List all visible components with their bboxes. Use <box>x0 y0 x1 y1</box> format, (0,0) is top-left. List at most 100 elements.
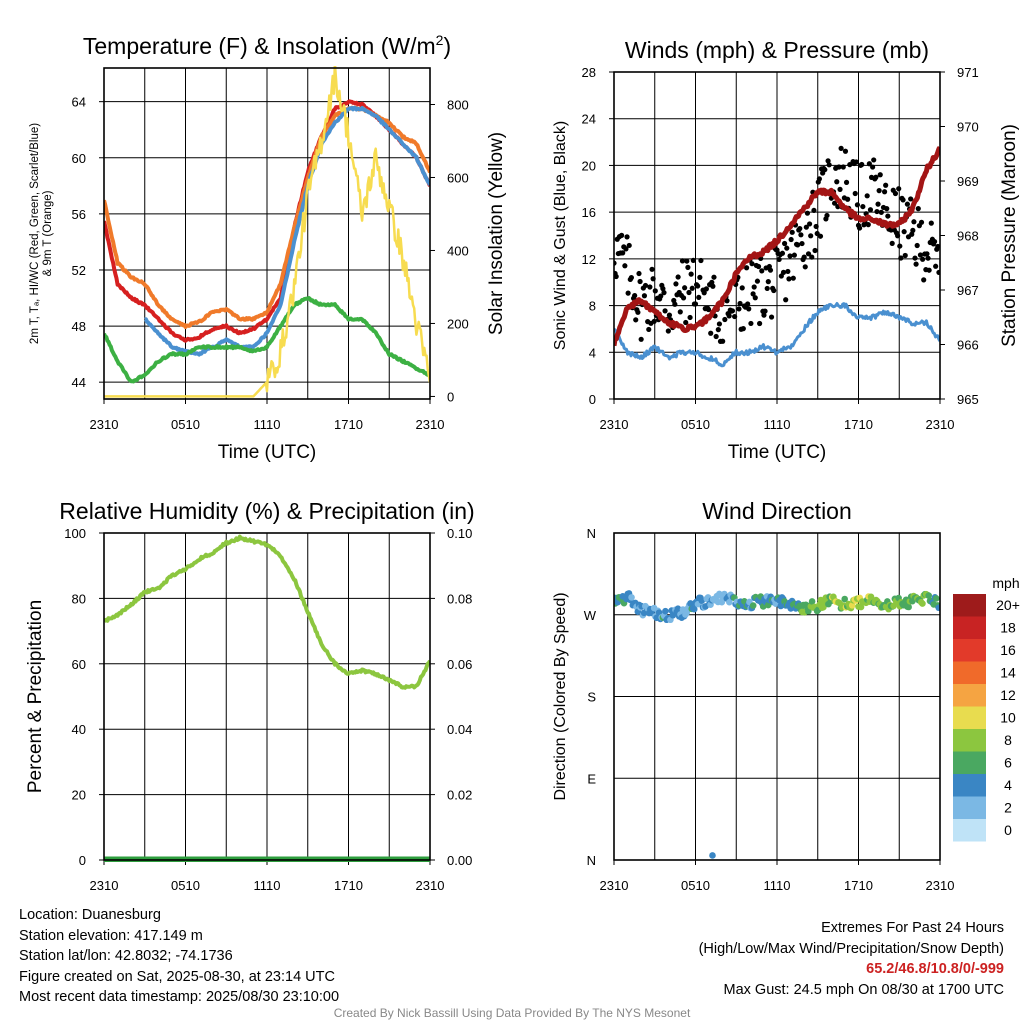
gust-point <box>708 330 714 336</box>
gust-point <box>878 209 884 215</box>
latlon-text: Station lat/lon: 42.8032; -74.1736 <box>19 948 233 964</box>
gust-point <box>624 234 630 240</box>
y-axis-label: Direction (Colored By Speed) <box>552 592 569 800</box>
gust-point <box>896 186 902 192</box>
gust-point <box>935 243 940 250</box>
direction-point-outlier <box>709 852 716 859</box>
gust-point <box>680 295 687 301</box>
gust-point <box>722 316 728 323</box>
gust-point <box>913 261 919 267</box>
x-tick-label: 1110 <box>254 878 281 893</box>
y-tick-label: S <box>587 690 596 705</box>
gust-point <box>767 267 774 273</box>
colorbar: mph 20+ 18 16 14 12 10 8 6 4 2 0 <box>953 575 1020 842</box>
colorbar-swatch <box>953 751 986 774</box>
gust-point <box>860 203 866 210</box>
gust-point <box>921 277 927 283</box>
gust-point <box>825 158 831 164</box>
chart-panel-1: Temperature (F) & Insolation (W/m2) 44 48 5… <box>29 32 507 463</box>
gust-point <box>759 268 765 274</box>
gust-point <box>812 247 818 254</box>
gust-point <box>628 275 634 281</box>
gust-point <box>845 196 851 202</box>
credit-text: Created By Nick Bassill Using Data Provi… <box>333 1006 691 1020</box>
gust-point <box>713 333 719 340</box>
gust-point <box>866 161 872 167</box>
y-tick-label: 4 <box>589 345 596 360</box>
plot-frame <box>103 532 431 861</box>
y-tick-label: 100 <box>64 526 86 541</box>
gust-point <box>881 189 888 195</box>
y2-tick-label: 971 <box>957 65 979 80</box>
colorbar-swatch <box>953 819 986 842</box>
x-tick-label: 1710 <box>334 417 363 432</box>
direction-point <box>777 602 785 610</box>
gust-point <box>782 240 788 247</box>
gust-point <box>787 253 793 259</box>
gust-point <box>637 278 643 285</box>
colorbar-swatch <box>953 706 986 729</box>
gust-point <box>799 240 805 247</box>
y2-tick-label: 0.02 <box>447 788 472 803</box>
gust-point <box>928 220 934 226</box>
gust-point <box>789 229 795 235</box>
gust-point <box>924 251 930 257</box>
gust-point <box>797 225 803 232</box>
x-tick-label: 1710 <box>334 878 363 893</box>
gust-point <box>626 242 632 249</box>
y2-tick-label: 0.08 <box>447 591 472 606</box>
y2-axis-label: Solar Insolation (Yellow) <box>486 132 507 335</box>
gust-point <box>859 161 865 168</box>
gust-point <box>762 308 768 314</box>
gust-point <box>771 287 777 294</box>
series-line <box>104 66 430 398</box>
gust-point <box>788 236 794 243</box>
gust-point <box>740 326 746 332</box>
chart-title: Winds (mph) & Pressure (mb) <box>625 37 929 63</box>
y-tick-label: 64 <box>72 95 86 110</box>
gust-point <box>716 321 723 327</box>
gust-point <box>696 294 702 301</box>
gust-point <box>739 285 745 291</box>
gust-point <box>641 293 648 299</box>
gust-point <box>687 314 693 321</box>
gust-point <box>936 269 940 276</box>
gust-point <box>737 300 743 307</box>
gust-point <box>632 293 638 299</box>
y-tick-label: 16 <box>582 205 596 220</box>
y2-tick-label: 970 <box>957 120 979 135</box>
gust-point <box>790 275 796 281</box>
gust-point <box>651 318 657 324</box>
title-tail: ) <box>443 33 451 59</box>
y2-tick-label: 200 <box>447 316 469 331</box>
gust-point <box>650 276 656 282</box>
title-superscript: 2 <box>436 32 444 48</box>
gust-point <box>915 206 921 212</box>
series-line <box>614 145 940 347</box>
gust-point <box>614 273 619 280</box>
gust-point <box>623 246 629 252</box>
direction-point <box>857 603 865 611</box>
gust-point <box>689 285 695 291</box>
gust-point <box>649 266 655 272</box>
gust-point <box>672 301 678 307</box>
gust-point <box>877 172 883 178</box>
y-tick-label: 40 <box>72 722 86 737</box>
colorbar-label: 2 <box>1004 800 1012 816</box>
x-tick-label: 2310 <box>90 878 119 893</box>
series-line <box>104 296 430 384</box>
gust-point <box>745 301 751 307</box>
gust-point <box>811 207 817 214</box>
gust-point <box>889 240 895 246</box>
y2-tick-label: 969 <box>957 174 979 189</box>
gust-point <box>724 298 730 304</box>
gust-point <box>666 312 673 318</box>
gust-point <box>761 312 767 318</box>
gust-point <box>874 208 880 215</box>
y-tick-label: 48 <box>72 319 86 334</box>
gust-point <box>642 282 649 289</box>
plot-frame <box>613 532 941 861</box>
y2-tick-label: 968 <box>957 229 979 244</box>
y-tick-label: 60 <box>72 151 86 166</box>
